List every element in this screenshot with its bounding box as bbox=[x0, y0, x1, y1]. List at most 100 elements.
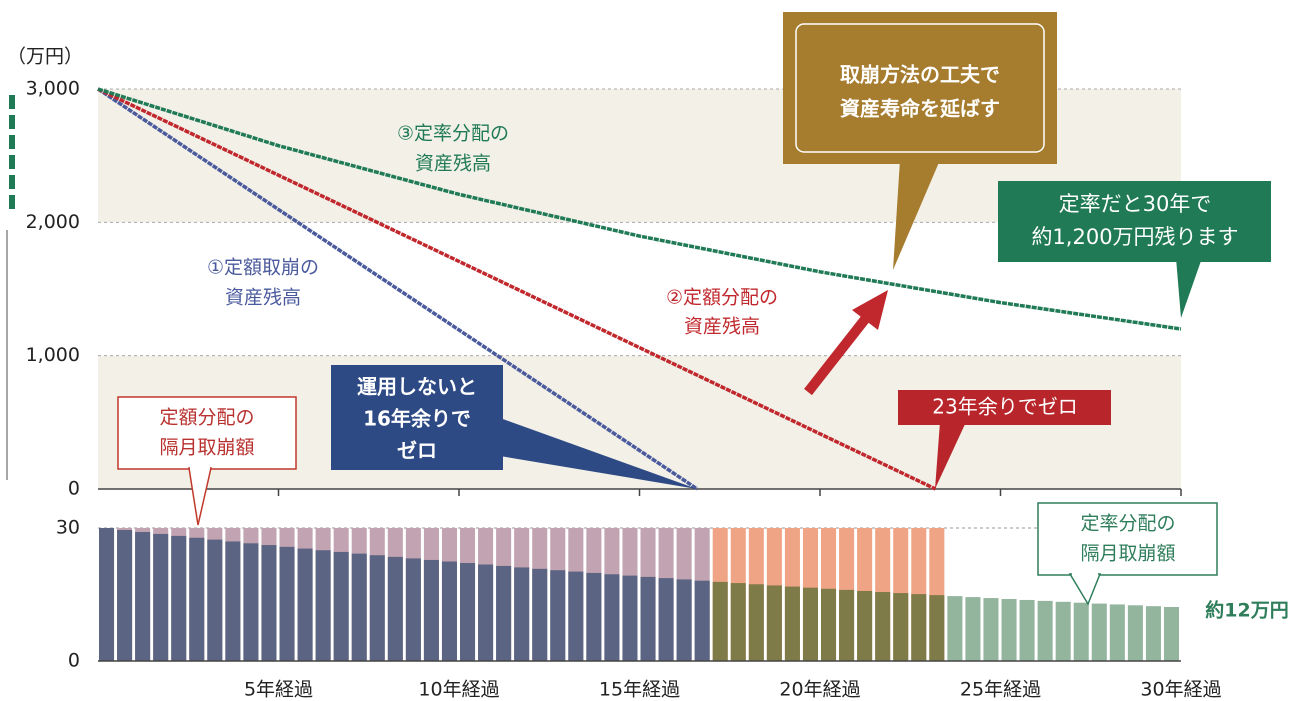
bar bbox=[405, 558, 421, 661]
line-label: 資産残高 bbox=[225, 287, 301, 309]
bar bbox=[135, 531, 151, 661]
line bbox=[97, 87, 699, 491]
bar bbox=[261, 545, 277, 661]
callout-text: 隔月取崩額 bbox=[159, 437, 254, 459]
bar bbox=[315, 550, 331, 661]
bar bbox=[189, 537, 205, 661]
bar bbox=[784, 586, 800, 661]
line bbox=[97, 87, 937, 491]
bar bbox=[171, 535, 187, 661]
callout: 定額分配の 隔月取崩額 bbox=[117, 396, 297, 526]
y-tick-label: 30 bbox=[56, 517, 80, 539]
bar bbox=[640, 576, 656, 661]
callout: 定率だと30年で 約1,200万円残ります bbox=[998, 181, 1271, 318]
bar bbox=[586, 572, 602, 661]
x-tick-label: 30年経過 bbox=[1140, 679, 1221, 701]
x-tick-label: 25年経過 bbox=[960, 679, 1041, 701]
bar bbox=[766, 585, 782, 661]
y-tick-label: 1,000 bbox=[26, 344, 80, 366]
y-tick-label: 2,000 bbox=[26, 211, 80, 233]
x-tick-label: 10年経過 bbox=[418, 679, 499, 701]
line-label: 資産残高 bbox=[684, 316, 760, 338]
bar bbox=[423, 559, 439, 661]
bar bbox=[225, 541, 241, 661]
bar bbox=[117, 529, 133, 661]
bar bbox=[604, 574, 620, 661]
callout-text: ゼロ bbox=[397, 439, 437, 463]
bar bbox=[478, 564, 494, 661]
y-tick-label: 3,000 bbox=[26, 78, 80, 100]
line-label: ②定額分配の bbox=[666, 287, 778, 309]
bar bbox=[857, 590, 873, 661]
x-tick-label: 15年経過 bbox=[599, 679, 680, 701]
bar bbox=[929, 595, 945, 661]
bar bbox=[387, 556, 403, 661]
callout: 取崩方法の工夫で 資産寿命を延ばす bbox=[783, 12, 1057, 270]
bar bbox=[821, 588, 837, 661]
bar bbox=[279, 546, 295, 661]
bar bbox=[550, 570, 566, 661]
callout-text: 資産寿命を延ばす bbox=[840, 97, 1000, 121]
bar bbox=[351, 553, 367, 661]
bar bbox=[1109, 604, 1125, 661]
bar bbox=[441, 561, 457, 661]
bar bbox=[676, 579, 692, 661]
callout-text: 隔月取崩額 bbox=[1080, 543, 1175, 565]
bar bbox=[297, 548, 313, 661]
bar bbox=[875, 592, 891, 661]
bar bbox=[965, 597, 981, 661]
callout-text: 定率だと30年で bbox=[1059, 192, 1212, 216]
y-unit: （万円） bbox=[7, 46, 83, 68]
bar bbox=[983, 598, 999, 661]
y-tick-label: 0 bbox=[68, 478, 80, 500]
bar bbox=[243, 543, 259, 661]
callout-text: 運用しないと bbox=[357, 375, 477, 399]
bar bbox=[153, 533, 169, 661]
bar bbox=[496, 565, 512, 661]
line-label: ①定額取崩の bbox=[207, 257, 319, 279]
bar bbox=[622, 575, 638, 661]
bar bbox=[1163, 607, 1179, 661]
callout: 定率分配の 隔月取崩額 bbox=[1037, 502, 1218, 606]
bar bbox=[532, 568, 548, 661]
bar bbox=[947, 596, 963, 661]
bar bbox=[1127, 605, 1143, 661]
callout-text: 23年余りでゼロ bbox=[932, 395, 1077, 419]
bar bbox=[748, 584, 764, 661]
bar bbox=[694, 580, 710, 661]
bar bbox=[207, 539, 223, 661]
bar bbox=[514, 567, 530, 661]
y-tick-label: 0 bbox=[68, 650, 80, 672]
bar bbox=[1019, 599, 1035, 661]
line bbox=[97, 87, 1182, 331]
bar bbox=[911, 594, 927, 661]
bar bbox=[460, 563, 476, 661]
callout-text: 約1,200万円残ります bbox=[1031, 225, 1238, 249]
callout: 23年余りでゼロ bbox=[898, 390, 1111, 489]
bar bbox=[1091, 603, 1107, 661]
marks-layer bbox=[97, 87, 1182, 662]
callout: 運用しないと 16年余りで ゼロ bbox=[331, 365, 697, 489]
bar bbox=[568, 571, 584, 661]
callout-text: 16年余りで bbox=[363, 407, 471, 431]
bar bbox=[893, 593, 909, 661]
bar bbox=[712, 581, 728, 661]
bar bbox=[1001, 599, 1017, 661]
bar bbox=[1055, 601, 1071, 661]
bar bbox=[333, 551, 349, 661]
bar bbox=[1073, 602, 1089, 661]
line-label: ③定率分配の bbox=[397, 123, 509, 145]
bar bbox=[369, 555, 385, 661]
x-tick-label: 20年経過 bbox=[779, 679, 860, 701]
arrow bbox=[804, 290, 888, 396]
x-tick-label: 5年経過 bbox=[244, 679, 313, 701]
callout-text: 定額分配の bbox=[159, 407, 254, 429]
bar bbox=[802, 587, 818, 661]
callout-text: 取崩方法の工夫で bbox=[840, 63, 1000, 87]
bar bbox=[839, 589, 855, 661]
line-label: 資産残高 bbox=[415, 153, 491, 175]
callout-text: 定率分配の bbox=[1080, 513, 1175, 535]
bar bbox=[730, 583, 746, 661]
bar bbox=[1145, 606, 1161, 661]
